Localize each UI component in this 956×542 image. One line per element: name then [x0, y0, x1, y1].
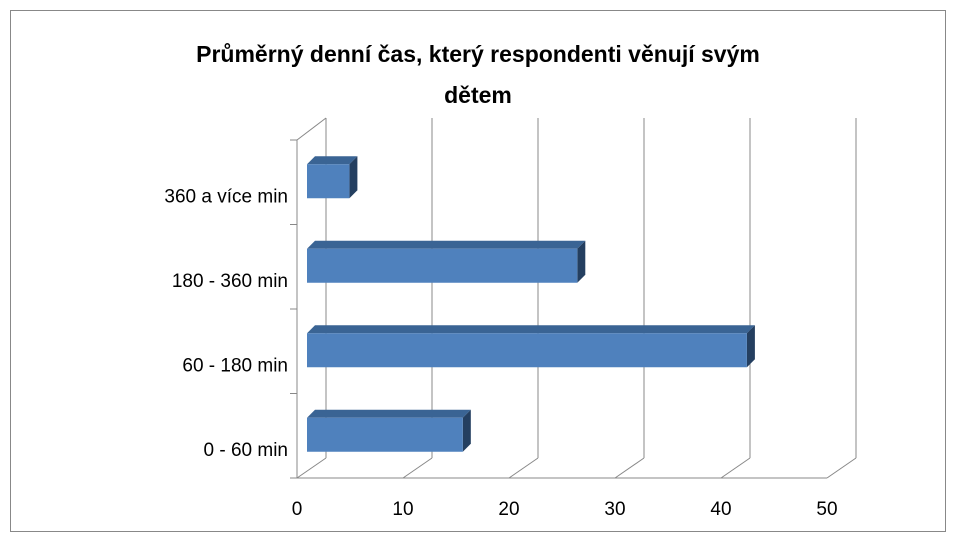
y-tick-label: 60 - 180 min: [182, 355, 288, 376]
x-tick-label: 30: [604, 499, 625, 520]
x-tick-label: 10: [392, 499, 413, 520]
chart-title: dětem: [444, 82, 512, 108]
x-tick-label: 40: [710, 499, 731, 520]
bar-side: [577, 240, 586, 283]
bar: [307, 156, 358, 199]
floor-line: [508, 457, 539, 479]
y-tick-label: 180 - 360 min: [172, 271, 288, 292]
bar-top: [307, 325, 755, 334]
bar-top: [307, 409, 471, 418]
floor-line: [296, 457, 327, 479]
floor-line: [614, 457, 645, 479]
bar-side: [349, 156, 358, 199]
y-tick-label: 0 - 60 min: [204, 440, 288, 461]
x-tick-label: 20: [498, 499, 519, 520]
y-tick-label: 360 a více min: [164, 186, 288, 207]
bar-face: [307, 248, 578, 283]
bar-side: [462, 409, 471, 452]
left-wall-top: [296, 117, 327, 141]
bar-top: [307, 156, 358, 165]
chart-title: Průměrný denní čas, který respondenti vě…: [196, 41, 760, 67]
bar: [307, 325, 755, 368]
bar-top: [307, 240, 586, 249]
x-tick-label: 0: [292, 499, 303, 520]
bar-face: [307, 417, 463, 452]
bar: [307, 409, 471, 452]
floor-line: [720, 457, 751, 479]
floor-line: [826, 457, 857, 479]
bar: [307, 240, 586, 283]
bar-face: [307, 164, 350, 199]
floor-line: [402, 457, 433, 479]
bar-face: [307, 333, 747, 368]
x-tick-label: 50: [816, 499, 837, 520]
bar-side: [746, 325, 755, 368]
